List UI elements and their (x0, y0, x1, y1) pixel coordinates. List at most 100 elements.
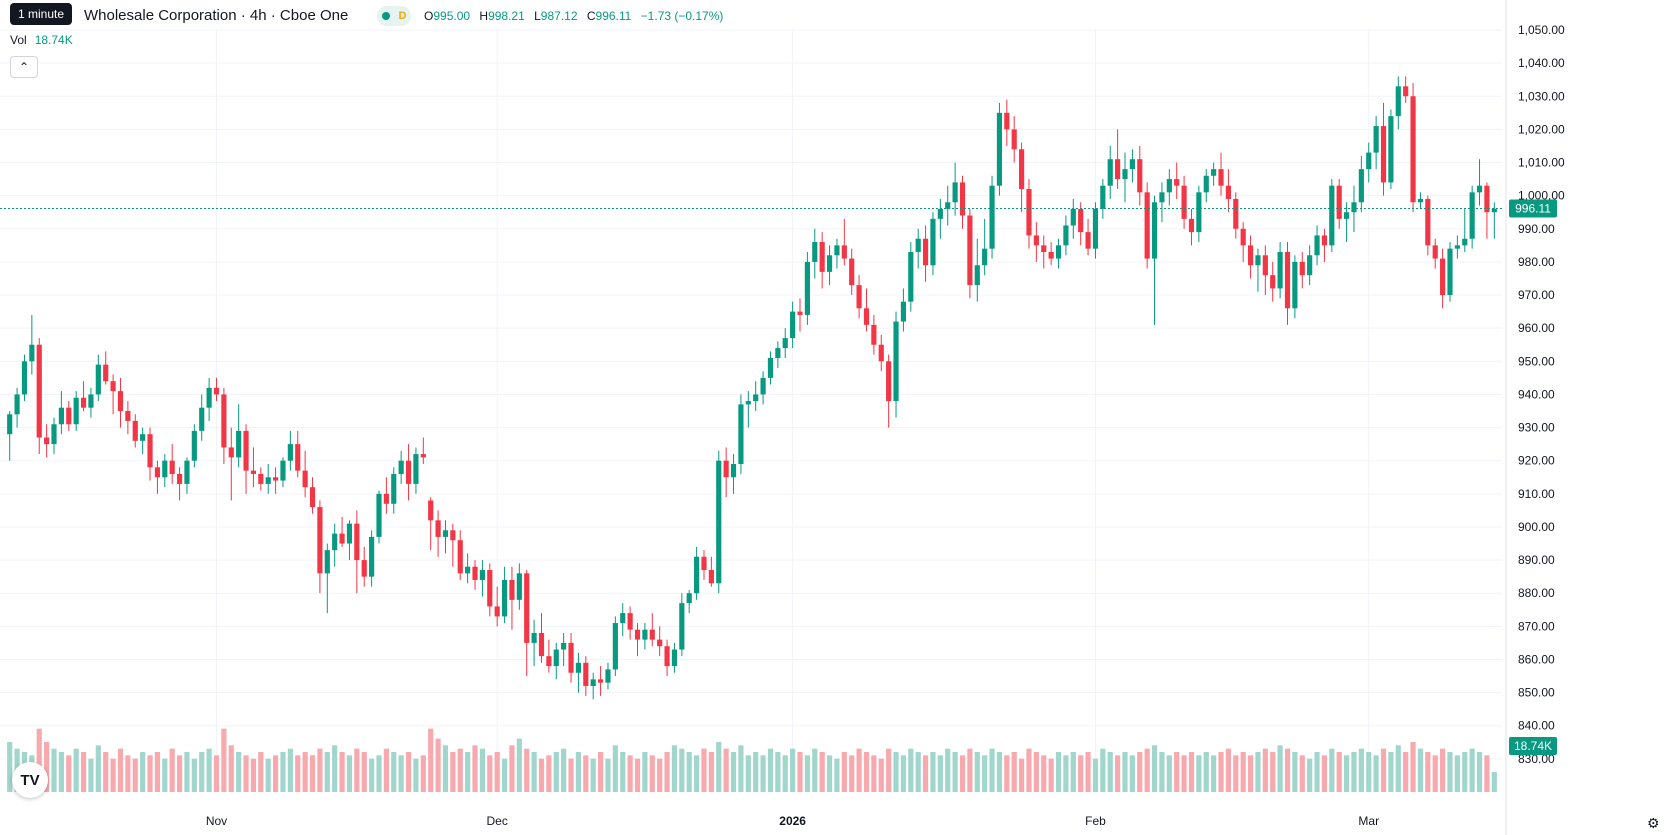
volume-bar (952, 752, 958, 792)
candle-body (309, 487, 316, 508)
candle-body (420, 454, 426, 458)
collapse-legend-button[interactable]: ⌃ (10, 56, 38, 78)
candle-body (649, 629, 655, 640)
volume-bar (1240, 752, 1246, 792)
candle-body (1122, 169, 1128, 180)
volume-bar (568, 758, 574, 792)
y-tick-label: 990.00 (1518, 222, 1555, 236)
volume-bar (103, 752, 109, 792)
volume-bar (716, 742, 722, 792)
candle-body (332, 533, 338, 551)
candle-body (738, 404, 744, 465)
candle-body (1011, 129, 1017, 150)
candle-body (694, 556, 700, 594)
candle-body (354, 523, 360, 561)
candle-body (1270, 275, 1276, 289)
volume-bar (775, 752, 781, 792)
candle-body (125, 411, 131, 421)
volume-bar (1129, 755, 1135, 792)
candle-body (1255, 255, 1261, 266)
candle-body (66, 407, 72, 425)
candle-body (509, 579, 515, 600)
y-tick-label: 890.00 (1518, 553, 1555, 567)
candle-body (295, 444, 301, 471)
candle-body (287, 444, 293, 461)
candle-body (465, 566, 471, 574)
candle-body (996, 112, 1003, 186)
volume-bar (376, 755, 382, 792)
volume-bar (265, 758, 271, 792)
tradingview-logo[interactable]: TV (12, 762, 48, 798)
volume-bar (66, 755, 72, 792)
volume-bar (1343, 755, 1350, 792)
candle-body (826, 255, 833, 272)
candle-body (760, 377, 766, 395)
candle-body (317, 507, 323, 574)
candle-body (782, 338, 788, 349)
gear-icon[interactable]: ⚙ (1647, 815, 1660, 831)
volume-bar (1166, 755, 1172, 792)
candle-body (753, 394, 759, 402)
candle-body (236, 430, 242, 458)
volume-bar (1041, 755, 1047, 792)
volume-bar (1491, 772, 1497, 792)
volume-bar (1107, 752, 1113, 792)
candle-body (1366, 152, 1372, 170)
volume-bar (546, 755, 552, 792)
candle-body (1336, 185, 1342, 219)
y-tick-label: 840.00 (1518, 719, 1555, 733)
candle-body (51, 424, 57, 445)
volume-bar (1247, 755, 1254, 792)
volume-bar (332, 745, 338, 792)
candle-body (723, 460, 729, 478)
volume-bar (1447, 752, 1453, 792)
volume-bar (295, 755, 301, 792)
volume-bar (605, 758, 611, 792)
volume-bar (671, 745, 678, 792)
y-tick-label: 1,000.00 (1518, 189, 1565, 203)
candle-body (686, 593, 692, 604)
volume-bar (1469, 748, 1475, 792)
market-status-badge[interactable]: D (377, 6, 411, 26)
volume-bar (1262, 748, 1268, 792)
candle-body (140, 434, 146, 441)
candle-body (546, 656, 552, 667)
symbol-title[interactable]: Wholesale Corporation · 4h · Cboe One (84, 7, 349, 24)
volume-bar (273, 755, 279, 792)
low-value: 987.12 (540, 9, 578, 23)
candle-body (1417, 198, 1424, 203)
candle-body (273, 477, 279, 481)
volume-bar (339, 752, 345, 792)
candle-body (1410, 96, 1416, 203)
candle-body (1048, 251, 1054, 259)
candle-body (716, 460, 722, 584)
candle-body (605, 669, 611, 683)
volume-bar (450, 752, 456, 792)
volume-bar (487, 755, 493, 792)
volume-bar (649, 755, 655, 792)
volume-bar (642, 752, 648, 792)
volume-bar (634, 758, 641, 792)
y-tick-label: 1,010.00 (1518, 156, 1565, 170)
candle-body (1033, 235, 1039, 246)
candle-body (627, 613, 633, 630)
volume-bar (162, 758, 168, 792)
volume-bar (243, 755, 249, 792)
volume-bar (154, 752, 161, 792)
candle-body (1159, 192, 1165, 203)
candle-body (1491, 208, 1497, 213)
candle-body (590, 679, 596, 686)
volume-bar (760, 755, 766, 792)
candle-body (1137, 159, 1143, 193)
volume-bar (213, 755, 220, 792)
candle-body (58, 407, 64, 425)
volume-bar (80, 752, 87, 792)
volume-bar (206, 748, 212, 792)
candle-body (95, 364, 101, 395)
candle-body (575, 662, 582, 673)
candle-body (258, 473, 264, 484)
candle-body (841, 245, 847, 259)
candle-body (597, 679, 604, 683)
volume-bar (501, 758, 508, 792)
